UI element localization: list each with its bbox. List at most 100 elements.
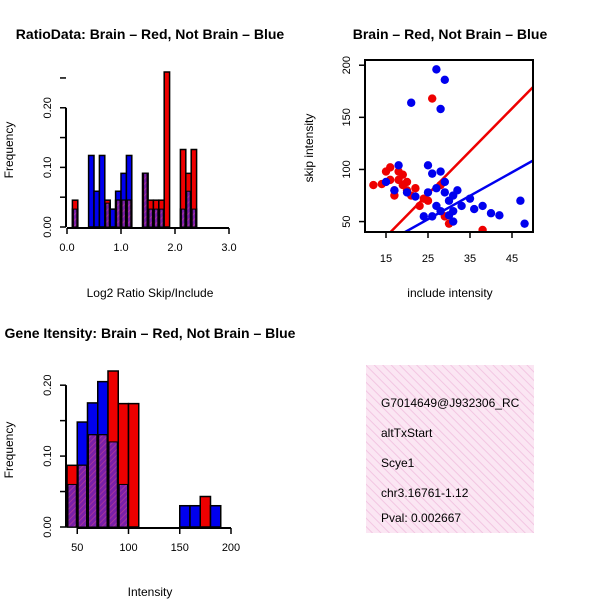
ratio-histogram-bar-overlap xyxy=(191,208,197,228)
scatter-title: Brain – Red, Not Brain – Blue xyxy=(353,26,548,42)
scatter-point-not-brain xyxy=(440,75,449,85)
ratio-histogram-y-tick-label: 0.20 xyxy=(42,97,54,118)
info-probe-id: G7014649@J932306_RC xyxy=(381,396,520,410)
scatter-y-tick-label: 200 xyxy=(341,56,353,74)
ratio-histogram-y-tick-label: 0.00 xyxy=(42,216,54,237)
scatter-point-not-brain xyxy=(457,201,466,211)
intensity-histogram-bar-not-brain xyxy=(209,504,222,528)
scatter-xlabel: include intensity xyxy=(407,286,492,300)
scatter-point-not-brain xyxy=(432,184,441,193)
scatter-points xyxy=(369,65,529,232)
ratio-histogram-x-ticks: 0.0 1.0 2.0 3.0 xyxy=(59,228,237,254)
scatter-plot-frame xyxy=(364,59,534,233)
ratio-histogram-bar-overlap xyxy=(72,208,78,228)
scatter-fit-line-not-brain xyxy=(402,159,533,232)
scatter-point-not-brain xyxy=(436,167,445,176)
ratio-histogram-bar-overlap xyxy=(186,190,191,228)
scatter-point-not-brain xyxy=(486,209,496,218)
scatter-point-not-brain xyxy=(453,186,462,195)
intensity-histogram-y-ticks: 0.00 0.10 0.20 xyxy=(42,374,66,538)
ratio-histogram-bar-overlap xyxy=(143,172,148,228)
ratio-histogram-x-tick-label: 2.0 xyxy=(167,242,182,254)
ratio-histogram-x-tick-label: 1.0 xyxy=(113,242,128,254)
scatter-fit-line-brain xyxy=(388,86,533,232)
scatter-x-tick-label: 35 xyxy=(464,253,476,265)
scatter-point-brain xyxy=(369,180,378,190)
scatter-point-not-brain xyxy=(394,161,403,170)
scatter-y-tick-label: 50 xyxy=(341,215,353,227)
ratio-histogram-x-tick-label: 3.0 xyxy=(221,242,236,254)
ratio-histogram-bars xyxy=(71,71,198,228)
scatter-point-brain xyxy=(398,170,407,179)
scatter-point-not-brain xyxy=(440,188,449,197)
scatter-point-not-brain xyxy=(478,201,487,211)
ratio-histogram-y-tick-label: 0.10 xyxy=(42,157,54,178)
intensity-histogram-x-tick-label: 50 xyxy=(71,542,83,554)
intensity-histogram-ylabel: Frequency xyxy=(2,422,16,479)
intensity-histogram-bar-overlap xyxy=(77,464,87,528)
scatter-y-tick-label: 100 xyxy=(341,160,353,178)
scatter-point-not-brain xyxy=(402,188,412,197)
info-location: chr3.16761-1.12 xyxy=(381,486,469,500)
ratio-histogram-title: RatioData: Brain – Red, Not Brain – Blue xyxy=(16,26,285,42)
scatter-x-tick-label: 25 xyxy=(422,253,434,265)
intensity-histogram-bars xyxy=(66,370,222,528)
scatter-y-tick-label: 150 xyxy=(341,108,353,126)
intensity-histogram-x-tick-label: 150 xyxy=(171,542,189,554)
intensity-histogram-bar-overlap xyxy=(108,441,118,528)
info-gene: Scye1 xyxy=(381,456,415,470)
intensity-histogram-x-tick-label: 200 xyxy=(222,542,240,554)
intensity-histogram-y-tick-label: 0.10 xyxy=(42,445,54,466)
ratio-histogram-bar-overlap xyxy=(105,202,110,228)
ratio-histogram-bar-overlap xyxy=(126,199,132,228)
scatter-x-tick-label: 45 xyxy=(506,253,518,265)
ratio-histogram-bar-overlap xyxy=(121,199,126,228)
scatter-point-brain xyxy=(428,94,437,103)
scatter-point-not-brain xyxy=(449,217,458,226)
info-panel: G7014649@J932306_RC altTxStart Scye1 chr… xyxy=(366,365,534,533)
intensity-histogram-bar-brain xyxy=(127,402,140,528)
intensity-histogram-bar-not-brain xyxy=(179,504,191,528)
scatter-point-not-brain xyxy=(423,188,433,197)
scatter-point-not-brain xyxy=(390,186,399,195)
scatter-x-ticks: 15 25 35 45 xyxy=(380,232,518,265)
scatter-point-not-brain xyxy=(436,104,445,114)
ratio-histogram-x-tick-label: 0.0 xyxy=(59,242,74,254)
scatter-point-not-brain xyxy=(495,211,504,220)
scatter-y-ticks: 50 100 150 200 xyxy=(341,56,365,228)
ratio-histogram: RatioData: Brain – Red, Not Brain – Blue… xyxy=(2,26,284,300)
intensity-histogram: Gene Itensity: Brain – Red, Not Brain – … xyxy=(2,325,296,599)
info-panel-background xyxy=(366,365,534,533)
ratio-histogram-bar-brain xyxy=(163,71,171,228)
scatter-point-not-brain xyxy=(407,98,416,107)
ratio-histogram-bar-not-brain xyxy=(93,190,101,228)
info-event-type: altTxStart xyxy=(381,426,433,440)
ratio-histogram-bar-not-brain xyxy=(109,208,117,228)
ratio-histogram-ylabel: Frequency xyxy=(2,122,16,179)
ratio-histogram-bar-overlap xyxy=(180,208,186,228)
scatter-point-brain xyxy=(478,225,487,232)
intensity-histogram-y-tick-label: 0.00 xyxy=(42,516,54,537)
intensity-histogram-xlabel: Intensity xyxy=(128,585,173,599)
scatter-ylabel: skip intensity xyxy=(302,114,316,183)
scatter-x-tick-label: 15 xyxy=(380,253,392,265)
scatter-point-not-brain xyxy=(419,212,428,221)
ratio-histogram-bar-overlap xyxy=(148,208,153,228)
scatter-point-not-brain xyxy=(411,192,420,201)
ratio-histogram-bar-overlap xyxy=(159,208,164,228)
scatter-point-not-brain xyxy=(432,201,441,211)
ratio-histogram-y-ticks: 0.00 0.10 0.20 xyxy=(42,77,66,238)
scatter-point-not-brain xyxy=(449,206,458,216)
ratio-histogram-xlabel: Log2 Ratio Skip/Include xyxy=(87,286,214,300)
intensity-histogram-bar-not-brain xyxy=(189,504,201,528)
scatter-point-not-brain xyxy=(381,177,391,187)
info-pval: Pval: 0.002667 xyxy=(381,511,461,525)
scatter-point-brain xyxy=(402,177,412,187)
ratio-histogram-bar-overlap xyxy=(153,208,159,228)
scatter-point-not-brain xyxy=(428,212,437,221)
intensity-histogram-bar-overlap xyxy=(98,434,108,528)
scatter-point-not-brain xyxy=(423,161,433,170)
intensity-scatter: Brain – Red, Not Brain – Blue 15 25 35 45 5… xyxy=(302,26,547,300)
intensity-histogram-bar-brain xyxy=(199,495,212,528)
